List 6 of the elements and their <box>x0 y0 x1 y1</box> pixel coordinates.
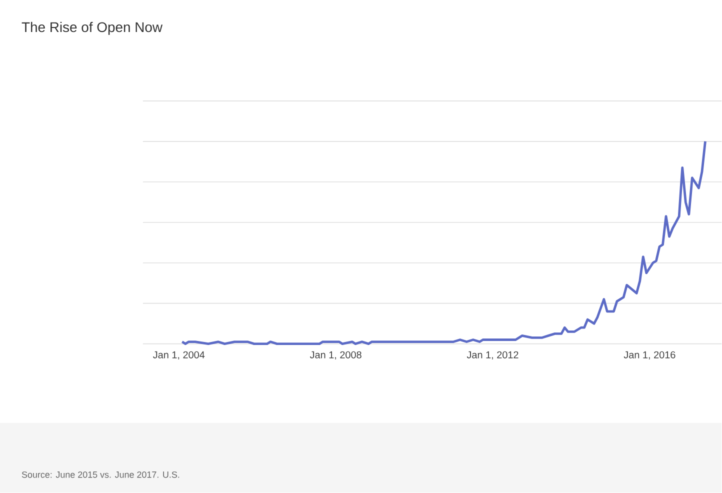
x-tick-label: Jan 1, 2012 <box>466 351 518 360</box>
chart-title: The Rise of Open Now <box>22 22 163 36</box>
x-tick-label: Jan 1, 2004 <box>153 351 205 360</box>
source-note: Source: June 2015 vs. June 2017. U.S. <box>22 472 180 478</box>
x-tick-label: Jan 1, 2008 <box>310 351 362 360</box>
x-tick-label: Jan 1, 2016 <box>624 351 676 360</box>
